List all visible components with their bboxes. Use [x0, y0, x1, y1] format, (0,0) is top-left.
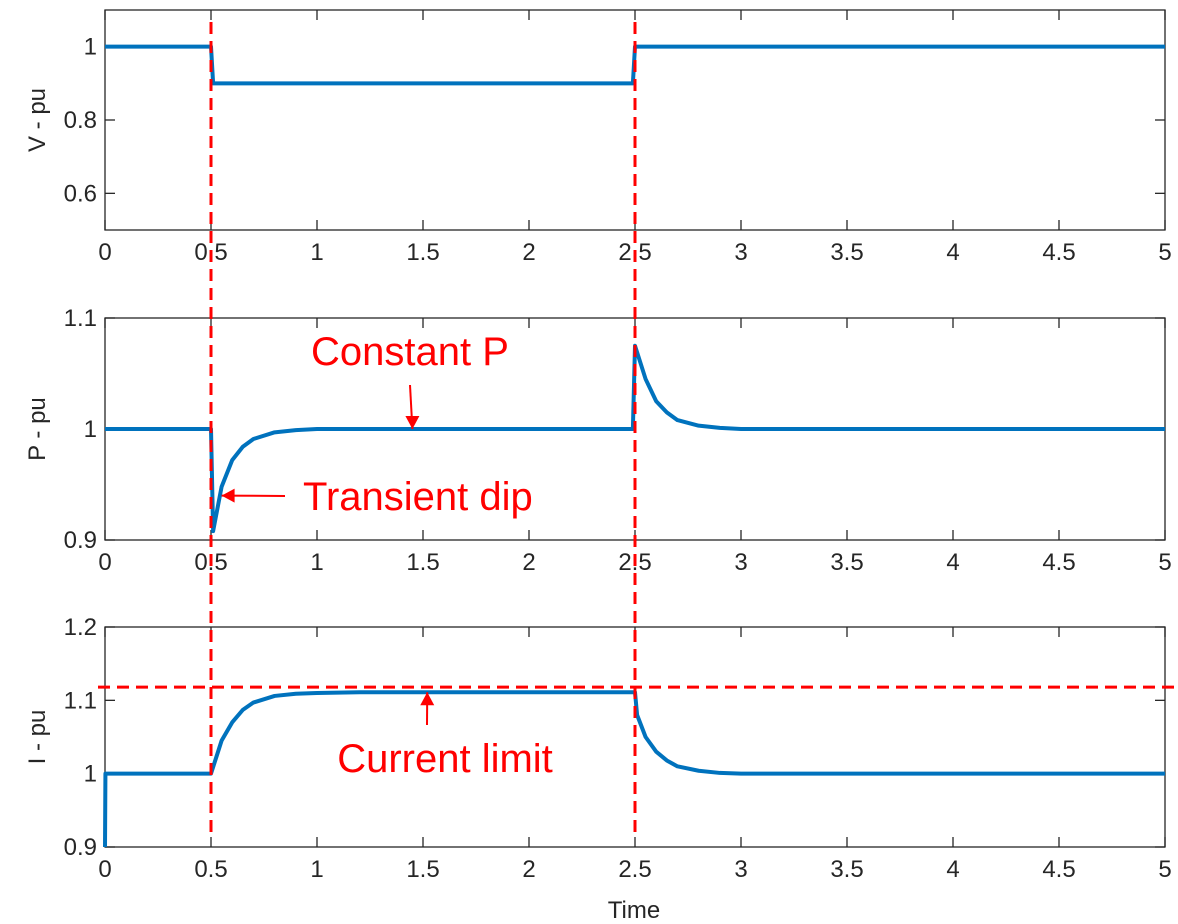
x-tick-label: 0	[98, 856, 111, 883]
y-axis-label: P - pu	[24, 397, 51, 461]
x-tick-label: 1.5	[406, 856, 439, 883]
y-axis-label: V - pu	[24, 88, 51, 152]
subplot-stack: 0 0.5 1 1.5 2 2.5 3 3.5 4 4.5 5 0.6 0.8 1 V - pu 0 0.5 1 1…	[24, 9, 1178, 883]
series-line	[105, 343, 1165, 534]
annotation-arrowhead	[420, 692, 435, 706]
annotation-text: Current limit	[337, 737, 553, 781]
x-tick-label: 2	[522, 549, 535, 576]
x-tick-label: 3.5	[830, 856, 863, 883]
x-tick-label: 3.5	[830, 239, 863, 266]
y-tick-label: 1.2	[64, 614, 97, 641]
x-tick-label: 5	[1158, 239, 1171, 266]
series-line	[105, 44, 1165, 86]
x-tick-label: 4	[946, 239, 959, 266]
annotation-arrowhead	[405, 416, 420, 429]
annotation-text: Transient dip	[303, 475, 533, 519]
y-tick-label: 0.9	[64, 834, 97, 861]
x-tick-label: 1	[310, 239, 323, 266]
x-tick-label: 1	[310, 549, 323, 576]
annotation: Constant P	[311, 330, 509, 430]
subplot-2: 0 0.5 1 1.5 2 2.5 3 3.5 4 4.5 50.911.1P - puConsta…	[24, 305, 1172, 576]
annotation: Current limit	[337, 692, 553, 781]
series-line	[103, 690, 1165, 848]
x-tick-label: 1.5	[406, 549, 439, 576]
x-tick-label: 3	[734, 856, 747, 883]
y-tick-label: 1	[84, 761, 97, 788]
x-tick-label: 1.5	[406, 239, 439, 266]
x-axis-label: Time	[608, 897, 660, 924]
x-tick-label: 2.5	[618, 856, 651, 883]
annotation-arrowhead	[221, 488, 235, 503]
y-tick-label: 0.6	[64, 180, 97, 207]
x-tick-label: 4	[946, 549, 959, 576]
x-tick-label: 3	[734, 549, 747, 576]
y-tick-label: 1	[84, 416, 97, 443]
annotation: Transient dip	[221, 475, 533, 519]
x-tick-label: 4.5	[1042, 239, 1075, 266]
y-axis-label: I - pu	[24, 710, 51, 765]
x-tick-label: 5	[1158, 549, 1171, 576]
annotation-text: Constant P	[311, 330, 509, 374]
subplot-1: 0 0.5 1 1.5 2 2.5 3 3.5 4 4.5 50.60.81V - pu	[24, 9, 1172, 266]
subplot-3: 0 0.5 1 1.5 2 2.5 3 3.5 4 4.5 5 0.9 1 1.1 1.2 I - pu Cur…	[24, 614, 1178, 883]
y-tick-label: 1.1	[64, 305, 97, 332]
x-tick-label: 0.5	[194, 856, 227, 883]
x-tick-label: 0	[98, 549, 111, 576]
y-tick-label: 1	[84, 34, 97, 61]
x-tick-label: 4	[946, 856, 959, 883]
x-tick-label: 0	[98, 239, 111, 266]
x-tick-label: 4.5	[1042, 549, 1075, 576]
x-tick-label: 5	[1158, 856, 1171, 883]
x-tick-label: 2	[522, 856, 535, 883]
y-tick-label: 0.9	[64, 527, 97, 554]
y-tick-label: 1.1	[64, 687, 97, 714]
x-tick-label: 3	[734, 239, 747, 266]
x-tick-label: 4.5	[1042, 856, 1075, 883]
y-tick-label: 0.8	[64, 107, 97, 134]
event-markers	[209, 22, 637, 835]
x-tick-label: 2	[522, 239, 535, 266]
x-tick-label: 1	[310, 856, 323, 883]
x-tick-label: 3.5	[830, 549, 863, 576]
